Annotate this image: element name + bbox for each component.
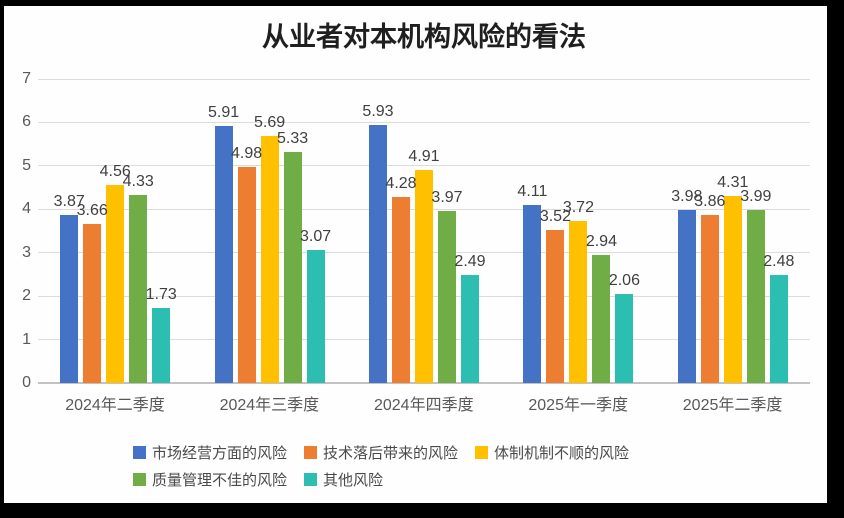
bar <box>129 194 148 383</box>
legend-label: 市场经营方面的风险 <box>152 444 288 462</box>
bar <box>438 210 456 383</box>
legend-swatch <box>133 445 146 459</box>
chart-canvas: 从业者对本机构风险的看法 0 1 2 3 4 5 6 7 3.87 3.66 4.56 4.33 1.7… <box>4 6 827 503</box>
bar <box>569 221 588 383</box>
bar-value-label: 3.99 <box>740 187 772 205</box>
bar <box>369 125 387 383</box>
bar-value-label: 3.98 <box>671 188 703 206</box>
y-axis-tick-label: 7 <box>22 70 31 87</box>
bar-value-label: 3.87 <box>53 192 85 210</box>
legend-item: 体制机制不顺的风险 <box>475 443 630 462</box>
bar-value-label: 1.73 <box>145 285 177 303</box>
gridline <box>38 165 810 167</box>
bar-value-label: 4.11 <box>517 182 548 200</box>
bar-value-label: 5.93 <box>362 103 394 121</box>
gridline <box>38 121 810 123</box>
bar <box>60 214 79 383</box>
y-axis-tick-label: 5 <box>22 156 31 174</box>
x-axis-category-label: 2025年一季度 <box>528 397 628 414</box>
legend-item: 市场经营方面的风险 <box>133 443 288 462</box>
bar-value-label: 3.86 <box>694 193 726 211</box>
legend-label: 其他风险 <box>323 471 384 489</box>
bar-value-label: 3.97 <box>431 188 463 206</box>
bar-value-label: 4.91 <box>408 147 440 165</box>
y-axis-tick-label: 6 <box>22 113 31 131</box>
y-axis-tick-label: 0 <box>22 374 31 391</box>
bar-value-label: 2.94 <box>585 233 617 251</box>
bar <box>461 274 479 383</box>
y-axis-tick-label: 3 <box>22 243 31 261</box>
bar <box>523 204 542 383</box>
bar-value-label: 3.72 <box>562 199 594 217</box>
bar <box>392 197 410 383</box>
legend-item: 其他风险 <box>304 470 384 489</box>
bar <box>592 255 611 383</box>
x-axis-line <box>38 382 810 384</box>
legend-swatch <box>133 472 146 486</box>
bar <box>283 151 302 383</box>
bar <box>615 293 634 383</box>
bar-value-label: 3.07 <box>300 227 332 245</box>
bar <box>723 195 742 383</box>
y-axis-tick-label: 2 <box>22 287 31 305</box>
bar <box>677 210 696 383</box>
x-axis-category-label: 2024年二季度 <box>65 397 165 414</box>
bar <box>214 126 233 383</box>
bar-value-label: 5.33 <box>277 129 309 147</box>
legend-item: 质量管理不佳的风险 <box>133 470 288 489</box>
plot-area: 0 1 2 3 4 5 6 7 3.87 3.66 4.56 4.33 1.73 2024年二季度 5.91… <box>22 71 810 414</box>
y-axis-tick-label: 4 <box>22 200 31 218</box>
bar-value-label: 4.33 <box>122 172 154 190</box>
bar <box>769 275 788 383</box>
legend-label: 质量管理不佳的风险 <box>152 471 288 489</box>
legend-swatch <box>304 445 318 459</box>
x-axis-category-label: 2024年三季度 <box>219 397 320 414</box>
gridline <box>38 78 810 80</box>
bar-value-label: 4.56 <box>99 162 131 180</box>
bar-value-label: 3.66 <box>76 202 108 220</box>
bar <box>106 184 125 383</box>
bar-value-label: 3.52 <box>539 208 571 226</box>
legend: 市场经营方面的风险 技术落后带来的风险 体制机制不顺的风险质量管理不佳的风险 其他风险 <box>133 443 713 489</box>
bar-value-label: 4.98 <box>231 144 263 162</box>
bar-value-label: 4.31 <box>717 173 749 191</box>
bar <box>546 230 565 383</box>
bar <box>746 209 765 383</box>
bar-value-label: 4.28 <box>385 175 417 193</box>
bar-value-label: 2.06 <box>608 271 640 289</box>
bar <box>260 135 279 383</box>
bar-value-label: 2.49 <box>454 252 486 270</box>
legend-swatch <box>304 472 318 486</box>
bar-value-label: 5.91 <box>208 104 240 122</box>
bar-value-label: 2.48 <box>763 253 795 271</box>
bar <box>237 166 256 383</box>
legend-swatch <box>475 445 489 459</box>
bar <box>83 224 102 383</box>
bar <box>306 249 325 383</box>
legend-label: 技术落后带来的风险 <box>323 444 459 462</box>
legend-item: 技术落后带来的风险 <box>304 443 459 462</box>
bar <box>152 307 171 383</box>
legend-label: 体制机制不顺的风险 <box>494 444 630 462</box>
chart-title: 从业者对本机构风险的看法 <box>262 22 586 53</box>
y-axis-tick-label: 1 <box>22 330 31 348</box>
bar-value-label: 5.69 <box>254 113 286 131</box>
bar <box>415 169 433 383</box>
x-axis-category-label: 2024年四季度 <box>373 397 474 414</box>
bar <box>700 215 719 383</box>
x-axis-category-label: 2025年二季度 <box>682 397 783 414</box>
